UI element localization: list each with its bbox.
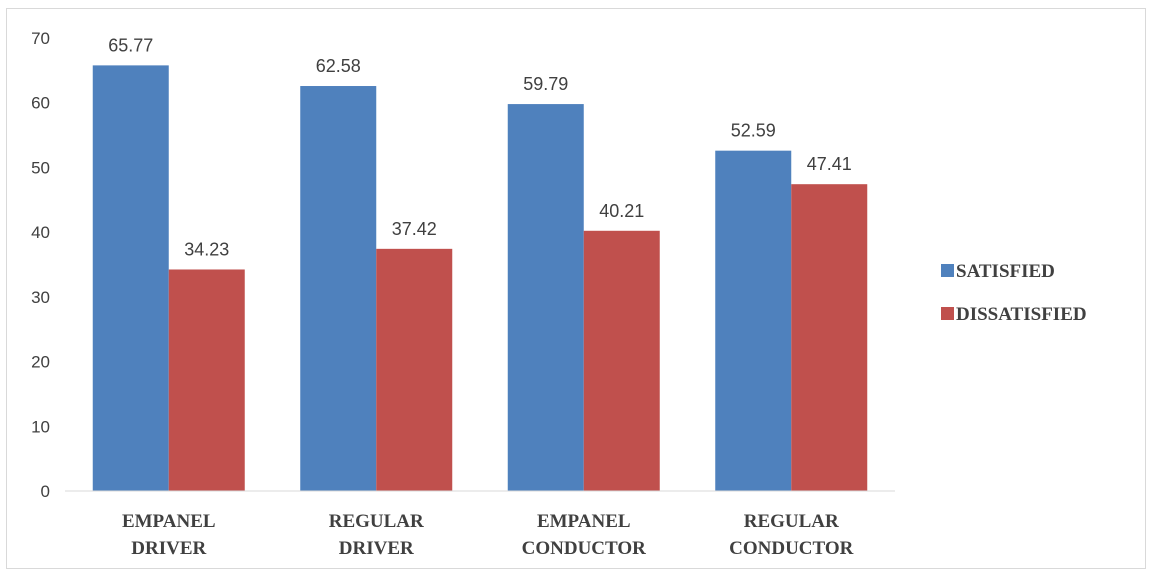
category-label: DRIVER xyxy=(131,538,206,559)
data-label: 52.59 xyxy=(731,121,776,141)
bar-satisfied-0 xyxy=(92,65,169,491)
y-tick-label: 20 xyxy=(31,353,50,372)
legend-swatch-dissatisfied xyxy=(941,307,954,320)
legend-label-satisfied: SATISFIED xyxy=(956,261,1055,282)
data-label: 62.58 xyxy=(316,56,361,76)
chart-frame xyxy=(6,8,1146,569)
data-labels: 65.77 34.23 62.58 37.42 59.79 40.21 52.59 47.41 xyxy=(108,35,852,259)
y-tick-label: 40 xyxy=(31,223,50,242)
bar-dissatisfied-1 xyxy=(376,248,453,491)
data-label: 47.41 xyxy=(807,154,852,174)
category-label: CONDUCTOR xyxy=(522,538,646,559)
bar-dissatisfied-2 xyxy=(583,230,660,491)
bar-satisfied-2 xyxy=(507,104,584,491)
data-label: 65.77 xyxy=(108,35,153,55)
category-label: REGULAR xyxy=(744,511,839,532)
category-labels: EMPANEL DRIVER REGULAR DRIVER EMPANEL CONDUCT… xyxy=(122,511,854,559)
y-tick-label: 30 xyxy=(31,288,50,307)
category-label: CONDUCTOR xyxy=(729,538,853,559)
y-axis-ticks: 0 10 20 30 40 50 60 70 xyxy=(31,29,50,501)
bar-dissatisfied-0 xyxy=(168,269,245,491)
legend: SATISFIED DISSATISFIED xyxy=(941,261,1087,325)
bars xyxy=(92,65,868,491)
category-label: REGULAR xyxy=(329,511,424,532)
y-tick-label: 10 xyxy=(31,417,50,436)
category-label: EMPANEL xyxy=(537,511,631,532)
y-tick-label: 60 xyxy=(31,94,50,113)
y-tick-label: 50 xyxy=(31,158,50,177)
bar-satisfied-1 xyxy=(300,86,377,491)
data-label: 37.42 xyxy=(392,219,437,239)
category-label: DRIVER xyxy=(339,538,414,559)
legend-swatch-satisfied xyxy=(941,264,954,277)
data-label: 59.79 xyxy=(523,74,568,94)
bar-satisfied-3 xyxy=(715,150,792,491)
category-label: EMPANEL xyxy=(122,511,216,532)
data-label: 34.23 xyxy=(184,239,229,259)
bar-dissatisfied-3 xyxy=(791,184,868,491)
y-tick-label: 70 xyxy=(31,29,50,48)
legend-label-dissatisfied: DISSATISFIED xyxy=(956,304,1087,325)
y-tick-label: 0 xyxy=(41,482,50,501)
data-label: 40.21 xyxy=(599,201,644,221)
